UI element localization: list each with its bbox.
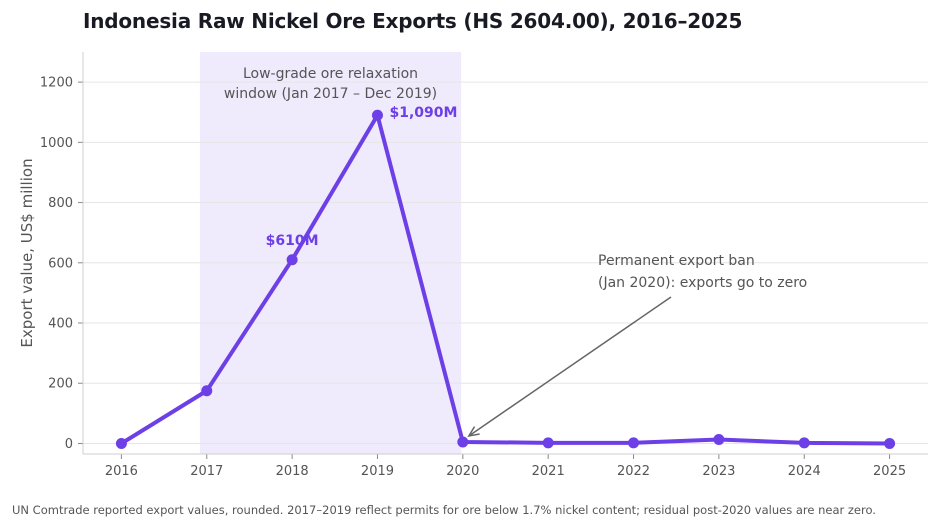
shaded-region-label: Low-grade ore relaxation bbox=[243, 66, 418, 82]
data-point bbox=[713, 434, 725, 446]
chart-title: Indonesia Raw Nickel Ore Exports (HS 260… bbox=[83, 9, 743, 33]
x-tick-label: 2024 bbox=[788, 464, 821, 479]
data-point bbox=[798, 437, 810, 449]
shaded-region bbox=[199, 52, 462, 454]
data-point bbox=[628, 437, 640, 449]
data-point bbox=[115, 437, 127, 449]
y-tick-label: 400 bbox=[48, 317, 73, 332]
y-tick-label: 200 bbox=[48, 377, 73, 392]
series-line bbox=[119, 113, 892, 446]
annotation-arrow-line bbox=[468, 296, 672, 437]
x-tick-label: 2019 bbox=[361, 464, 394, 479]
data-point bbox=[201, 385, 213, 397]
x-tick-label: 2020 bbox=[446, 464, 479, 479]
x-tick-label: 2018 bbox=[276, 464, 309, 479]
data-label: $1,090M bbox=[389, 105, 457, 121]
data-point bbox=[542, 437, 554, 449]
annotation-text: (Jan 2020): exports go to zero bbox=[598, 275, 807, 291]
shaded-region-label: window (Jan 2017 – Dec 2019) bbox=[224, 86, 437, 102]
y-tick-label: 1200 bbox=[40, 76, 73, 91]
y-tick-label: 800 bbox=[48, 196, 73, 211]
data-point bbox=[457, 436, 469, 448]
y-tick-label: 1000 bbox=[40, 136, 73, 151]
x-tick-label: 2016 bbox=[105, 464, 138, 479]
y-axis-label: Export value, US$ million bbox=[18, 158, 36, 347]
x-tick-label: 2017 bbox=[190, 464, 223, 479]
data-point bbox=[371, 109, 383, 121]
y-tick-label: 600 bbox=[48, 256, 73, 271]
x-tick-label: 2021 bbox=[532, 464, 565, 479]
footnote: UN Comtrade reported export values, roun… bbox=[12, 503, 876, 517]
x-tick-label: 2025 bbox=[873, 464, 906, 479]
data-point bbox=[884, 437, 896, 449]
x-tick-label: 2023 bbox=[702, 464, 735, 479]
data-label: $610M bbox=[266, 233, 319, 249]
annotation-arrow-head bbox=[467, 426, 480, 437]
annotation-text: Permanent export ban bbox=[598, 253, 755, 269]
data-point bbox=[286, 254, 298, 266]
y-tick-label: 0 bbox=[65, 437, 73, 452]
x-tick-label: 2022 bbox=[617, 464, 650, 479]
